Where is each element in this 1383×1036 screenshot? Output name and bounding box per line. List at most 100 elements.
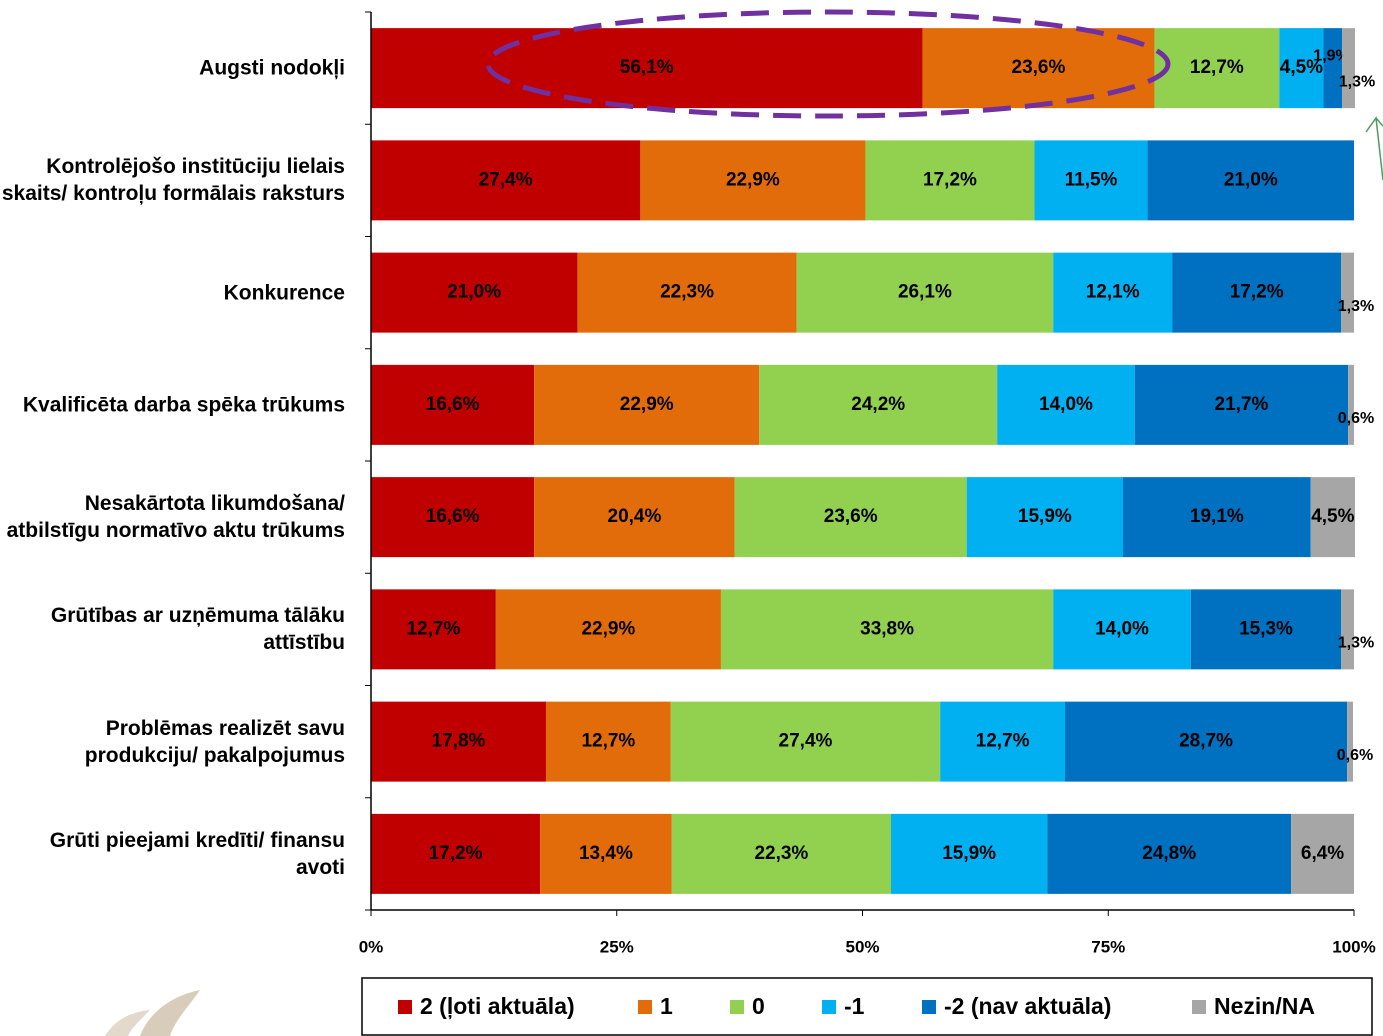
value-label: 22,3%	[754, 843, 808, 864]
legend-swatch	[398, 1000, 412, 1014]
value-label: 12,7%	[1190, 57, 1244, 78]
y-tick-label: Problēmas realizēt savu produkciju/ paka…	[84, 716, 345, 767]
y-tick-label: Konkurence	[223, 281, 345, 305]
value-label: 1,9%	[1313, 47, 1349, 64]
value-label: 16,6%	[426, 394, 480, 415]
bar-segment	[734, 477, 967, 558]
bar-segment	[1291, 813, 1354, 894]
bar-segment	[371, 28, 923, 109]
value-label: 56,1%	[620, 57, 674, 78]
value-label: 4,5%	[1311, 506, 1354, 527]
bar-segment	[1190, 589, 1342, 670]
bar-segment	[720, 589, 1054, 670]
value-label: 17,2%	[1230, 282, 1284, 303]
value-label: 24,2%	[851, 394, 905, 415]
legend-swatch	[730, 1000, 744, 1014]
legend-swatch	[922, 1000, 936, 1014]
y-tick-label: Kontrolējošo institūciju lielais skaits/…	[1, 155, 345, 206]
bar-segment	[577, 252, 797, 333]
value-label: 23,6%	[1012, 57, 1066, 78]
y-tick-label: Grūtības ar uzņēmuma tālāku attīstību	[50, 604, 345, 655]
value-label: 21,7%	[1215, 394, 1269, 415]
value-label: 22,9%	[581, 618, 635, 639]
logo	[105, 990, 200, 1036]
bar-segment	[371, 589, 496, 670]
bar-segment	[922, 28, 1155, 109]
value-label: 15,9%	[942, 843, 996, 864]
bar-segment	[997, 364, 1135, 445]
bar-segment	[534, 364, 760, 445]
value-label: 12,7%	[581, 731, 635, 752]
bar-segment	[1347, 701, 1354, 782]
bar-segment	[371, 813, 541, 894]
bar-segment	[1172, 252, 1342, 333]
value-label: 17,2%	[923, 169, 977, 190]
x-tick-label: 0%	[359, 937, 384, 956]
bar-segment	[1047, 813, 1292, 894]
value-label: 15,3%	[1239, 618, 1293, 639]
value-label: 14,0%	[1095, 618, 1149, 639]
bar-segment	[1341, 589, 1354, 670]
legend-label: Nezin/NA	[1214, 993, 1315, 1019]
bar-segment	[1122, 477, 1311, 558]
annotation-ellipse	[485, 9, 1171, 119]
x-tick-label: 75%	[1091, 937, 1125, 956]
bar-segment	[1034, 140, 1148, 221]
y-tick-label: Kvalificēta darba spēka trūkums	[22, 393, 345, 417]
value-label: 15,9%	[1018, 506, 1072, 527]
bar-segment	[891, 813, 1048, 894]
value-label: 17,8%	[432, 731, 486, 752]
bar-segment	[540, 813, 672, 894]
value-label: 17,2%	[429, 843, 483, 864]
value-label: 26,1%	[898, 282, 952, 303]
value-label: 28,7%	[1179, 731, 1233, 752]
bar-segment	[371, 701, 546, 782]
legend-label: 2 (ļoti aktuāla)	[420, 993, 575, 1019]
bar-segment	[371, 364, 535, 445]
legend-label: 1	[660, 993, 673, 1019]
value-label: 22,9%	[620, 394, 674, 415]
value-label: 22,3%	[660, 282, 714, 303]
value-label: 22,9%	[726, 169, 780, 190]
value-label: 1,3%	[1338, 635, 1374, 652]
value-label: 27,4%	[779, 731, 833, 752]
value-label: 21,0%	[1224, 169, 1278, 190]
bar-segment	[966, 477, 1123, 558]
bar-segment	[545, 701, 671, 782]
value-label: 0,6%	[1338, 410, 1374, 427]
bar-segment	[1323, 28, 1343, 109]
value-label: 21,0%	[447, 282, 501, 303]
bar-segment	[1134, 364, 1349, 445]
bar-segment	[495, 589, 721, 670]
legend-swatch	[638, 1000, 652, 1014]
value-label: 33,8%	[860, 618, 914, 639]
value-label: 12,7%	[406, 618, 460, 639]
value-label: 11,5%	[1065, 169, 1118, 190]
bar-segment	[1053, 589, 1191, 670]
value-label: 16,6%	[426, 506, 480, 527]
bar-segment	[940, 701, 1065, 782]
value-label: 23,6%	[824, 506, 878, 527]
value-label: 24,8%	[1142, 843, 1196, 864]
value-label: 6,4%	[1301, 843, 1344, 864]
y-tick-label: Augsti nodokļi	[199, 56, 345, 80]
bar-segment	[1279, 28, 1324, 109]
y-tick-label: Grūti pieejami kredīti/ finansu avoti	[49, 828, 345, 879]
legend-label: -1	[844, 993, 865, 1019]
bar-segment	[1064, 701, 1348, 782]
legend-swatch	[1192, 1000, 1206, 1014]
bar-segment	[1341, 252, 1354, 333]
bar-segment	[759, 364, 998, 445]
value-label: 12,1%	[1086, 282, 1140, 303]
value-label: 4,5%	[1280, 57, 1323, 78]
bar-segment	[670, 701, 941, 782]
bar-segment	[640, 140, 866, 221]
bar-segment	[1154, 28, 1280, 109]
legend-label: -2 (nav aktuāla)	[944, 993, 1111, 1019]
bar-segment	[1147, 140, 1354, 221]
value-label: 27,4%	[479, 169, 533, 190]
bar-segment	[371, 140, 641, 221]
value-label: 20,4%	[608, 506, 662, 527]
